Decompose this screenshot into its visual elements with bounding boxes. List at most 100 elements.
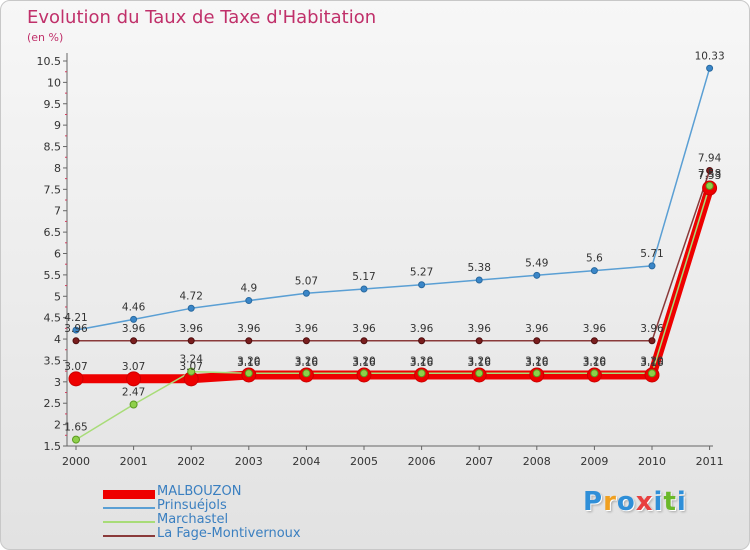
data-label: 3.16 — [525, 357, 549, 369]
data-label: 3.20 — [410, 355, 433, 367]
data-point — [475, 337, 483, 345]
data-point — [533, 271, 541, 279]
series-line-0 — [76, 186, 714, 384]
y-tick-label: 10.5 — [37, 55, 62, 68]
data-point — [187, 304, 195, 312]
legend-label: Marchastel — [157, 512, 229, 527]
data-point — [532, 369, 541, 378]
legend-label: MALBOUZON — [157, 484, 242, 499]
data-point — [418, 281, 426, 289]
data-label: 3.20 — [583, 355, 606, 367]
legend-label: La Fage-Montivernoux — [157, 526, 301, 541]
data-point — [302, 289, 310, 297]
series-line-3 — [76, 170, 711, 342]
y-tick-label: 3 — [54, 376, 61, 389]
series-line-1 — [75, 68, 711, 331]
x-tick-label: 2006 — [408, 455, 436, 468]
data-label: 3.07 — [122, 361, 145, 373]
y-tick-label: 6.5 — [44, 226, 62, 239]
series-lines — [75, 68, 714, 441]
legend-swatch — [103, 489, 155, 499]
data-point — [648, 369, 656, 378]
data-label: 3.96 — [64, 323, 88, 335]
y-tick-label: 8 — [54, 162, 61, 175]
data-label: 5.17 — [352, 271, 375, 283]
x-tick-label: 2009 — [580, 455, 608, 468]
data-label: 3.96 — [410, 323, 434, 335]
legend-swatch — [103, 521, 155, 523]
chart-unit-label: (en %) — [27, 31, 64, 44]
data-point — [590, 337, 598, 345]
data-point — [706, 167, 714, 175]
data-label: 4.72 — [180, 290, 203, 302]
data-label: 5.38 — [468, 262, 491, 274]
y-tick-label: 9.5 — [44, 98, 62, 111]
data-label: 3.96 — [180, 323, 204, 335]
data-point — [187, 337, 195, 345]
data-point — [245, 297, 253, 305]
data-label: 3.96 — [352, 323, 376, 335]
data-point — [360, 369, 368, 378]
data-label: 3.96 — [295, 323, 319, 335]
data-point — [245, 337, 253, 345]
data-label: 3.96 — [237, 323, 261, 335]
data-label: 3.96 — [525, 323, 549, 335]
data-label: 1.65 — [64, 422, 87, 434]
x-tick-label: 2008 — [523, 455, 551, 468]
logo-letter: i — [653, 487, 664, 517]
legend-swatch — [103, 535, 155, 537]
legend-label: Prinsuéjols — [157, 498, 227, 513]
data-point — [360, 337, 368, 345]
data-point — [72, 435, 80, 444]
data-label: 7.58 — [698, 168, 721, 180]
data-label: 5.07 — [295, 275, 318, 287]
data-label: 3.20 — [640, 355, 663, 367]
series-line-2 — [75, 185, 711, 441]
x-tick-label: 2003 — [235, 455, 263, 468]
data-point — [706, 64, 714, 72]
logo-letter: t — [663, 487, 677, 517]
data-point — [360, 285, 368, 293]
y-tick-label: 2 — [54, 419, 61, 432]
data-point — [126, 371, 142, 387]
data-label: 3.96 — [468, 323, 492, 335]
data-label: 3.96 — [583, 323, 607, 335]
data-label: 5.6 — [586, 253, 603, 265]
data-label: 5.71 — [640, 248, 663, 260]
y-tick-label: 1.5 — [44, 440, 62, 453]
data-label: 3.96 — [122, 323, 146, 335]
x-tick-label: 2004 — [292, 455, 320, 468]
logo-letter: i — [676, 487, 687, 517]
y-tick-label: 10 — [47, 76, 61, 89]
data-point — [590, 369, 599, 378]
x-tick-label: 2010 — [638, 455, 666, 468]
x-tick-label: 2000 — [62, 455, 90, 468]
y-tick-label: 4.5 — [44, 312, 62, 325]
data-label: 3.07 — [180, 361, 203, 373]
data-labels: 3.07 3.07 3.07 3.16 3.16 3.16 3.16 3.16 3.16 3.16… — [64, 50, 724, 433]
chart-axes: 1.522.533.544.555.566.577.588.599.51010.… — [37, 53, 724, 468]
y-tick-label: 8.5 — [44, 141, 62, 154]
data-label: 3.96 — [640, 323, 664, 335]
data-point — [72, 326, 80, 334]
data-label: 3.16 — [640, 357, 664, 369]
data-point — [417, 369, 426, 378]
data-label: 3.16 — [352, 357, 376, 369]
proxiti-logo: Proxiti — [583, 487, 687, 517]
data-point — [130, 337, 138, 345]
data-point — [130, 315, 138, 323]
data-label: 3.24 — [180, 354, 204, 366]
y-tick-label: 7.5 — [44, 183, 62, 196]
logo-letter: x — [635, 487, 654, 517]
data-point — [475, 276, 483, 284]
y-tick-label: 4 — [54, 333, 61, 346]
y-tick-label: 5 — [54, 290, 61, 303]
logo-letter: o — [616, 487, 636, 517]
data-point — [648, 337, 656, 345]
data-label: 3.16 — [583, 357, 607, 369]
data-label: 3.20 — [295, 355, 318, 367]
data-point — [418, 337, 426, 345]
y-tick-label: 2.5 — [44, 397, 62, 410]
data-label: 3.16 — [295, 357, 319, 369]
data-label: 4.21 — [64, 312, 87, 324]
